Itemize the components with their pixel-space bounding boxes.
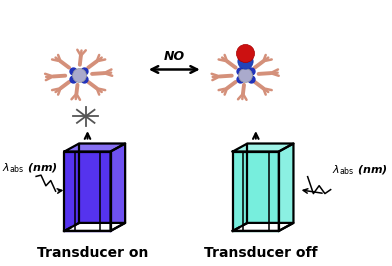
- Polygon shape: [233, 152, 279, 231]
- Text: $\lambda_{\rm abs}$ (nm): $\lambda_{\rm abs}$ (nm): [332, 163, 388, 177]
- Polygon shape: [279, 144, 294, 231]
- Polygon shape: [111, 144, 125, 231]
- Text: Transducer off: Transducer off: [204, 246, 318, 260]
- Text: Transducer on: Transducer on: [37, 246, 149, 260]
- Polygon shape: [64, 152, 111, 231]
- Polygon shape: [64, 223, 125, 231]
- Text: $\lambda_{\rm abs}$ (nm): $\lambda_{\rm abs}$ (nm): [2, 162, 58, 175]
- Polygon shape: [233, 223, 294, 231]
- Polygon shape: [64, 144, 125, 152]
- Text: NO: NO: [164, 50, 185, 63]
- Polygon shape: [233, 144, 294, 152]
